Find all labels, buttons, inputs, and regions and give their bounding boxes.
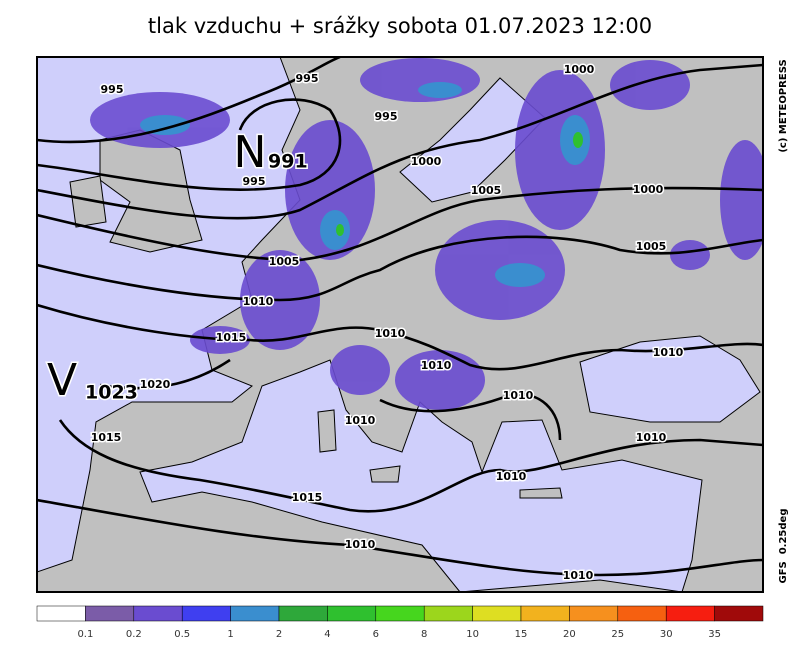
legend-label: 35 <box>708 629 721 640</box>
isobar-label: 1010 <box>345 538 376 551</box>
legend-label: 1 <box>227 629 233 640</box>
legend-label: 10 <box>466 629 479 640</box>
frame <box>36 56 764 593</box>
legend-swatch <box>230 605 280 622</box>
isobar-label: 995 <box>296 72 319 85</box>
model: GFS 0.25deg <box>778 509 789 584</box>
isobar-label: 1010 <box>636 431 667 444</box>
credit: (c) METEOPRESS <box>778 59 789 152</box>
pressure-center-letter: V <box>47 355 77 406</box>
legend-label: 6 <box>373 629 379 640</box>
legend-label: 15 <box>515 629 528 640</box>
legend-label: 25 <box>611 629 624 640</box>
isobar-label: 1000 <box>411 155 442 168</box>
map-area <box>37 57 763 592</box>
legend-label: 4 <box>324 629 330 640</box>
isobar-label: 995 <box>375 110 398 123</box>
legend-label: 2 <box>276 629 282 640</box>
legend-swatch <box>85 605 135 622</box>
isobar-label: 1000 <box>564 63 595 76</box>
legend-swatch <box>278 605 328 622</box>
legend-swatch <box>569 605 619 622</box>
isobar-label: 1005 <box>471 184 502 197</box>
isobar-label: 1010 <box>375 327 406 340</box>
legend-label: 30 <box>660 629 673 640</box>
legend-label: 0.5 <box>174 629 190 640</box>
isobars <box>37 57 763 577</box>
legend-swatch <box>181 605 231 622</box>
isobar-label: 1010 <box>421 359 452 372</box>
isobar-label: 1015 <box>91 431 122 444</box>
pressure-center-value: 991 <box>268 151 308 173</box>
legend-swatch <box>327 605 377 622</box>
isobar-label: 1005 <box>269 255 300 268</box>
legend-swatch <box>617 605 667 622</box>
legend-swatch <box>714 605 764 622</box>
isobar-label: 1020 <box>140 378 171 391</box>
isobar-label: 1000 <box>633 183 664 196</box>
legend-swatch <box>36 605 86 622</box>
isobar-label: 1015 <box>292 491 323 504</box>
legend-label: 20 <box>563 629 576 640</box>
isobar-label: 1015 <box>216 331 247 344</box>
legend-swatch <box>423 605 473 622</box>
isobar-label: 1010 <box>496 470 527 483</box>
legend-swatch <box>133 605 183 622</box>
isobar-label: 1005 <box>636 240 667 253</box>
isobar-label: 1010 <box>563 569 594 582</box>
isobar-label: 1010 <box>243 295 274 308</box>
isobar-label: 1010 <box>503 389 534 402</box>
legend-label: 8 <box>421 629 427 640</box>
legend-swatch <box>472 605 522 622</box>
legend-swatch <box>665 605 715 622</box>
isobar-label: 1010 <box>345 414 376 427</box>
isobar-label: 995 <box>101 83 124 96</box>
precipitation <box>90 58 763 410</box>
isobar-label: 1010 <box>653 346 684 359</box>
title: tlak vzduchu + srážky sobota 01.07.2023 … <box>148 14 652 38</box>
legend-label: 0.2 <box>126 629 142 640</box>
pressure-center-letter: N <box>234 127 267 178</box>
pressure-center-value: 1023 <box>85 382 138 404</box>
legend-swatch <box>375 605 425 622</box>
legend-label: 0.1 <box>77 629 93 640</box>
isobar-label: 995 <box>243 175 266 188</box>
legend-swatch <box>520 605 570 622</box>
